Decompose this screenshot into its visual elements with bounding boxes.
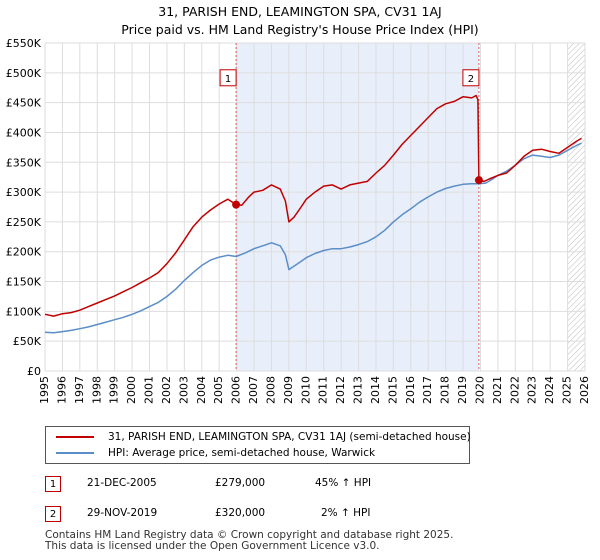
x-tick-label: 2016 xyxy=(404,376,417,404)
x-tick-label: 2012 xyxy=(334,376,347,404)
y-tick-label: £150K xyxy=(6,276,42,289)
x-tick-label: 2000 xyxy=(125,376,138,404)
x-tick-label: 2011 xyxy=(317,376,330,404)
y-tick-label: £0 xyxy=(27,365,41,378)
x-tick-label: 2006 xyxy=(230,376,243,404)
legend-line-property xyxy=(56,436,94,438)
x-tick-label: 2013 xyxy=(352,376,365,404)
x-tick-label: 2022 xyxy=(508,376,521,404)
y-tick-label: £50K xyxy=(13,335,42,348)
sale-point xyxy=(232,200,241,209)
transaction-date: 29-NOV-2019 xyxy=(87,507,158,519)
ownership-band xyxy=(236,43,479,371)
annotation-label: 2 xyxy=(468,74,474,85)
legend-label-hpi: HPI: Average price, semi-detached house,… xyxy=(108,447,376,459)
y-tick-label: £300K xyxy=(6,186,42,199)
footer-line-2: This data is licensed under the Open Gov… xyxy=(45,540,380,552)
transaction-marker: 1 xyxy=(45,476,61,492)
x-tick-label: 1995 xyxy=(38,376,51,404)
x-tick-label: 2017 xyxy=(421,376,434,404)
x-tick-label: 1998 xyxy=(90,376,103,404)
x-tick-label: 2021 xyxy=(491,376,504,404)
transaction-price: £279,000 xyxy=(215,477,266,489)
annotation-label: 1 xyxy=(225,74,231,85)
footer-line-1: Contains HM Land Registry data © Crown c… xyxy=(45,529,454,541)
table-row: 2 29-NOV-2019 £320,000 2% ↑ HPI xyxy=(45,506,485,524)
transaction-date: 21-DEC-2005 xyxy=(87,477,157,489)
x-tick-label: 2025 xyxy=(561,376,574,404)
x-tick-label: 1996 xyxy=(55,376,68,404)
x-tick-label: 2018 xyxy=(439,376,452,404)
y-tick-label: £350K xyxy=(6,156,42,169)
annotation-box xyxy=(462,69,480,87)
y-tick-label: £200K xyxy=(6,246,42,259)
table-row: 1 21-DEC-2005 £279,000 45% ↑ HPI xyxy=(45,476,485,494)
x-tick-label: 2015 xyxy=(386,376,399,404)
chart-title: 31, PARISH END, LEAMINGTON SPA, CV31 1AJ xyxy=(158,4,442,19)
x-tick-label: 2009 xyxy=(282,376,295,404)
annotation-box xyxy=(219,69,237,87)
y-tick-label: £500K xyxy=(6,67,42,80)
x-tick-label: 2024 xyxy=(543,376,556,404)
legend-label-property: 31, PARISH END, LEAMINGTON SPA, CV31 1AJ… xyxy=(108,431,471,443)
x-tick-label: 2020 xyxy=(473,376,486,404)
y-tick-label: £100K xyxy=(6,305,42,318)
x-tick-label: 2010 xyxy=(299,376,312,404)
hpi-line xyxy=(44,142,582,334)
x-tick-label: 2003 xyxy=(177,376,190,404)
x-tick-label: 2008 xyxy=(264,376,277,404)
forecast-hatch xyxy=(567,43,585,371)
x-tick-label: 2019 xyxy=(456,376,469,404)
x-tick-label: 2007 xyxy=(247,376,260,404)
legend-line-hpi xyxy=(56,452,94,454)
chart-subtitle: Price paid vs. HM Land Registry's House … xyxy=(121,22,479,37)
x-tick-label: 2002 xyxy=(160,376,173,404)
y-tick-label: £250K xyxy=(6,216,42,229)
x-tick-label: 2014 xyxy=(369,376,382,404)
footer: Contains HM Land Registry data © Crown c… xyxy=(45,530,453,552)
y-tick-label: £400K xyxy=(6,126,42,139)
transaction-hpi-change: 2% ↑ HPI xyxy=(321,507,371,519)
sale-point xyxy=(474,176,483,185)
x-tick-label: 2005 xyxy=(212,376,225,404)
transaction-hpi-change: 45% ↑ HPI xyxy=(315,477,372,489)
x-tick-label: 1997 xyxy=(73,376,86,404)
y-tick-label: £450K xyxy=(6,97,42,110)
transaction-price: £320,000 xyxy=(215,507,266,519)
transaction-marker: 2 xyxy=(45,506,61,522)
price-chart: £0 £50K £100K £150K £200K £250K £300K £350K £400… xyxy=(6,37,591,404)
property-price-line xyxy=(44,94,582,317)
legend-item-hpi: HPI: Average price, semi-detached house,… xyxy=(56,447,375,459)
x-tick-label: 2026 xyxy=(578,376,591,404)
legend: 31, PARISH END, LEAMINGTON SPA, CV31 1AJ… xyxy=(45,426,471,464)
x-tick-label: 2023 xyxy=(526,376,539,404)
x-tick-label: 2004 xyxy=(195,376,208,404)
y-tick-label: £550K xyxy=(6,37,42,50)
x-tick-label: 2001 xyxy=(143,376,156,404)
x-tick-label: 1999 xyxy=(108,376,121,404)
legend-item-property: 31, PARISH END, LEAMINGTON SPA, CV31 1AJ… xyxy=(56,431,471,443)
